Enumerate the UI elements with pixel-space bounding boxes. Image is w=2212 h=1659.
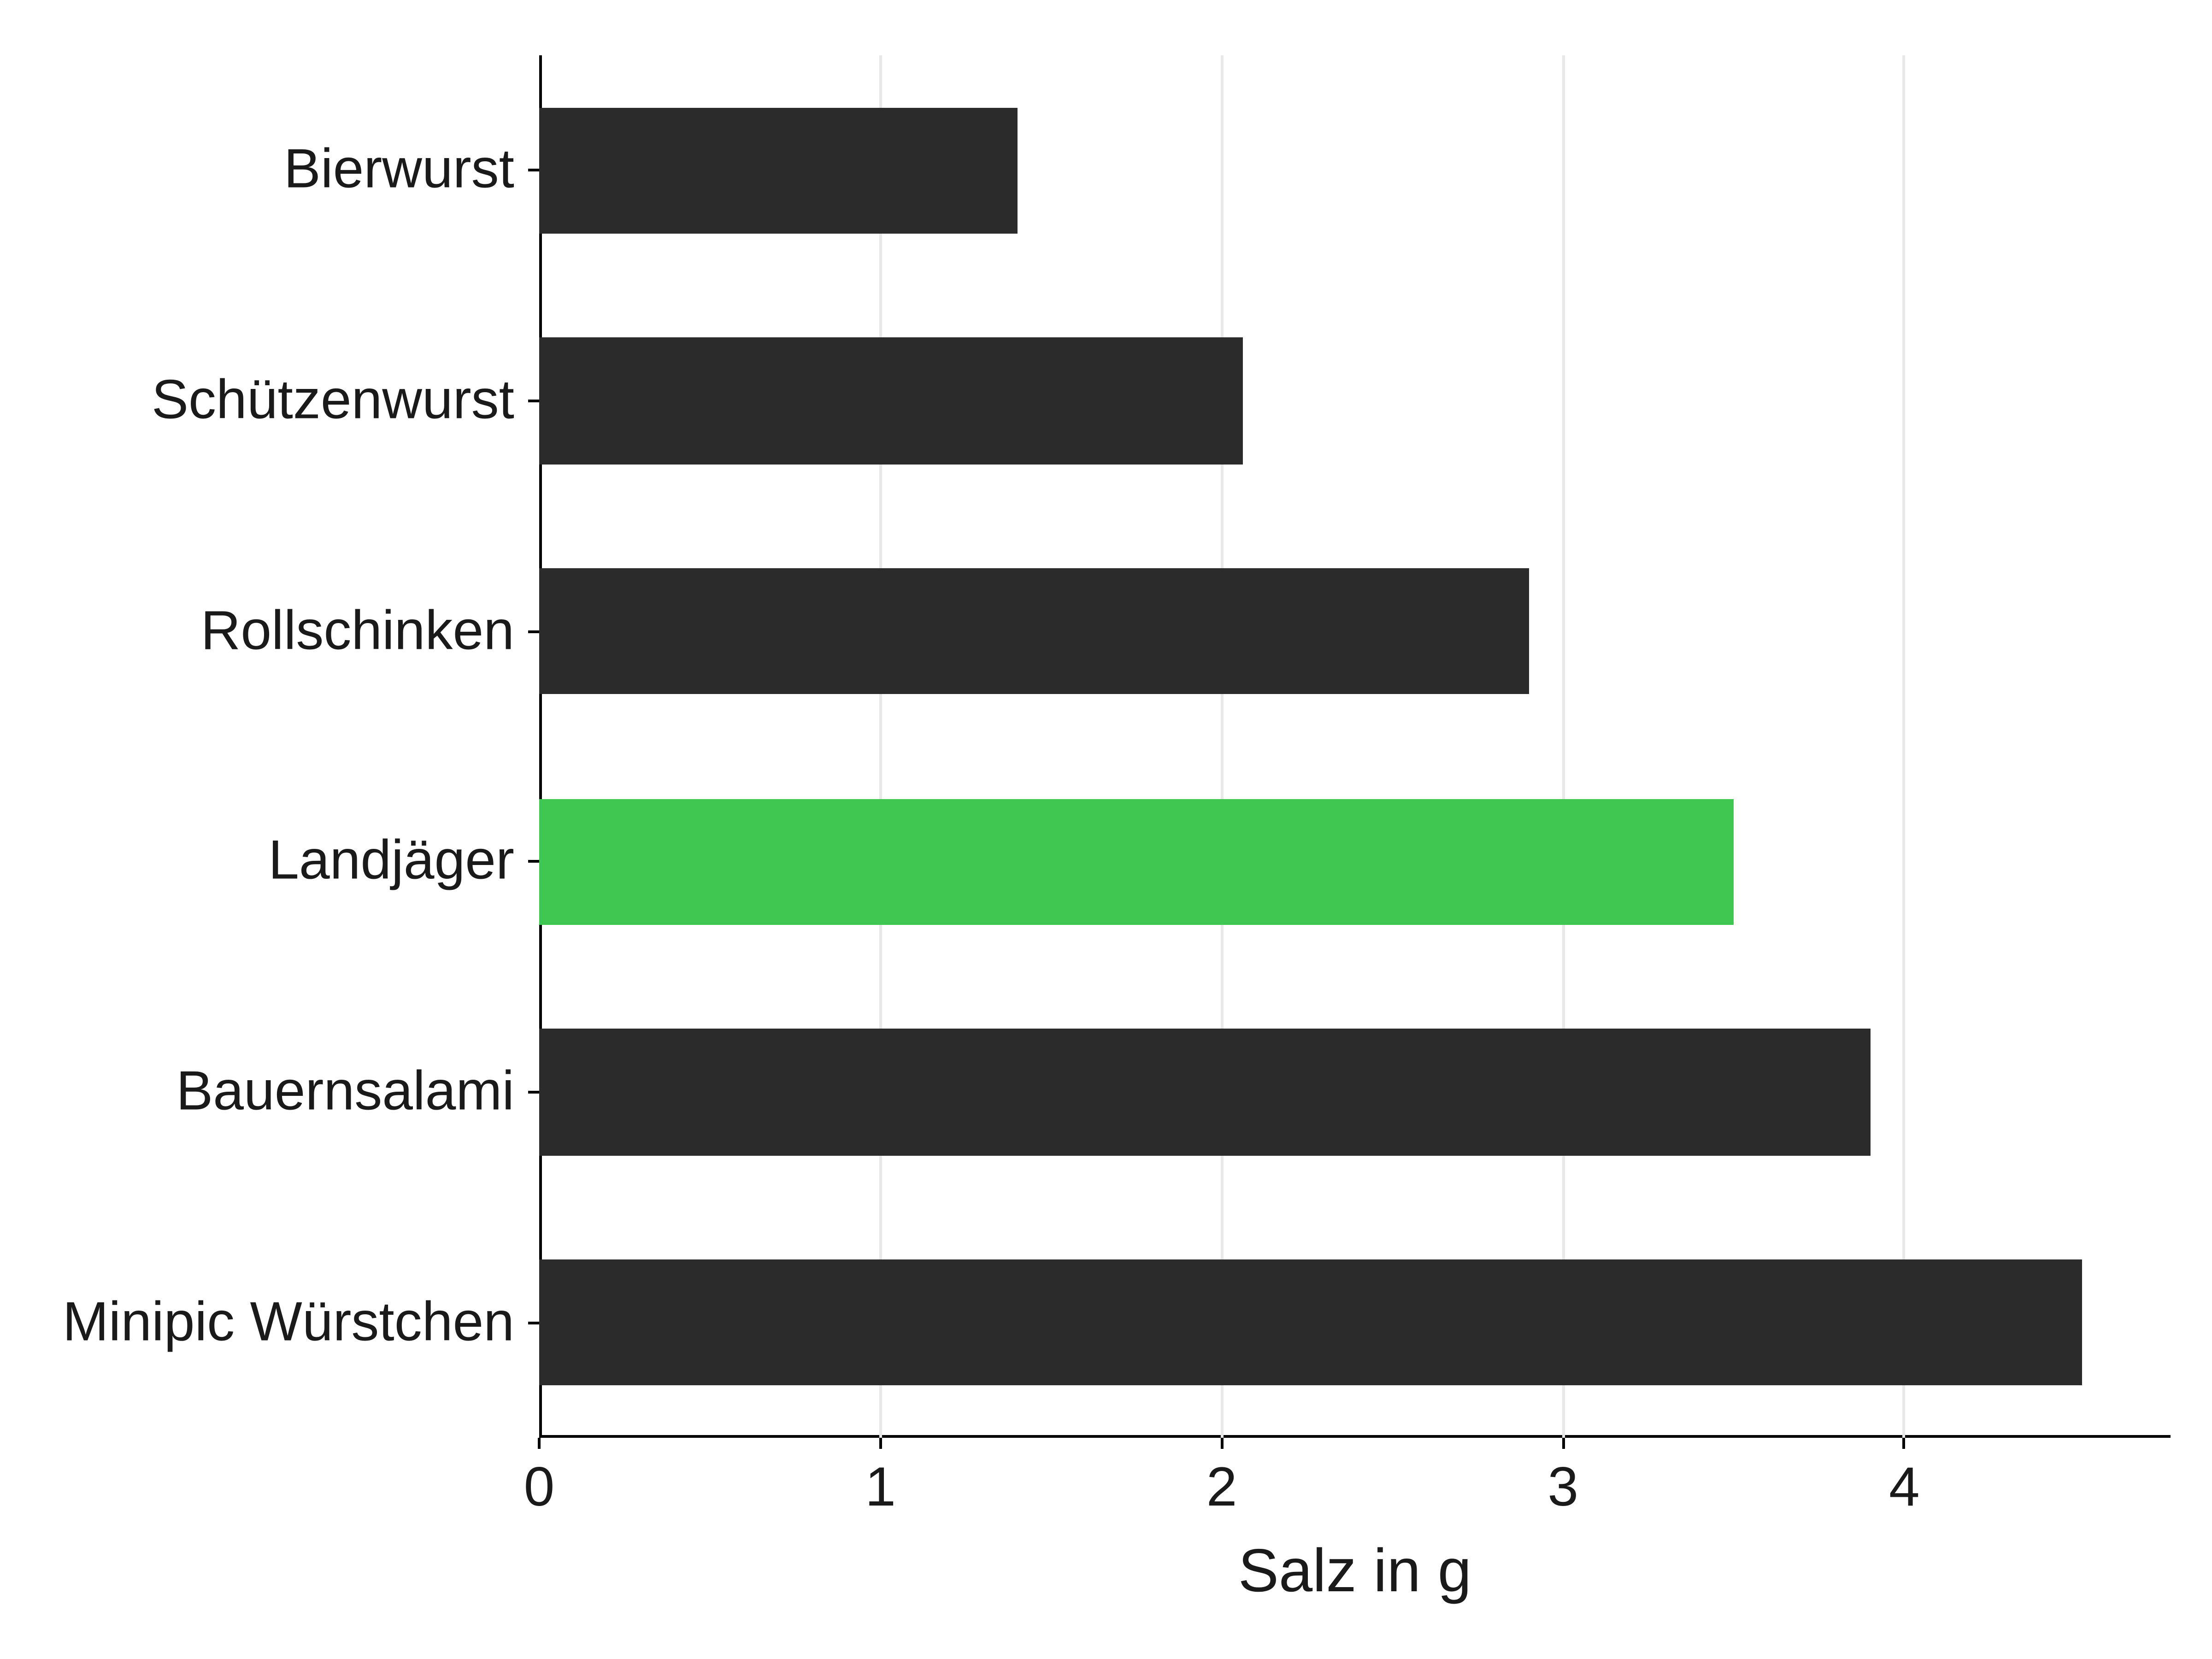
y-tick-label: Landjäger <box>268 830 514 893</box>
y-axis-line <box>539 55 542 1438</box>
x-tick-mark <box>1220 1438 1223 1449</box>
salt-bar-chart: Salz in g 0 1 2 3 4 Bierwurst Schützenwurst Rol… <box>0 0 2212 1659</box>
x-tick-label: 2 <box>1206 1457 1237 1519</box>
x-tick-mark <box>538 1438 541 1449</box>
y-tick-label: Rollschinken <box>201 600 514 662</box>
x-tick-mark <box>879 1438 882 1449</box>
bar-bierwurst <box>539 107 1017 234</box>
x-axis-label: Salz in g <box>1238 1537 1471 1606</box>
bar-rollschinken <box>539 568 1529 694</box>
bar-landjäger <box>539 799 1734 925</box>
y-tick-mark <box>528 169 539 172</box>
gridline <box>1903 55 1906 1438</box>
y-tick-label: Schützenwurst <box>152 370 514 432</box>
y-tick-mark <box>528 630 539 633</box>
bar-minipic-würstchen <box>539 1259 2082 1386</box>
y-tick-mark <box>528 400 539 402</box>
x-tick-label: 3 <box>1547 1457 1578 1519</box>
gridline <box>879 55 882 1438</box>
x-tick-mark <box>1903 1438 1906 1449</box>
x-tick-label: 4 <box>1889 1457 1920 1519</box>
bar-schützenwurst <box>539 337 1242 464</box>
y-tick-label: Bauernsalami <box>176 1061 514 1124</box>
y-tick-mark <box>528 1321 539 1324</box>
plot-area <box>539 55 2171 1438</box>
y-tick-mark <box>528 860 539 863</box>
x-tick-label: 0 <box>524 1457 555 1519</box>
x-axis-line <box>539 1435 2171 1438</box>
gridline <box>1220 55 1223 1438</box>
y-tick-mark <box>528 1091 539 1094</box>
x-tick-label: 1 <box>865 1457 896 1519</box>
y-tick-label: Minipic Würstchen <box>63 1291 514 1353</box>
x-tick-mark <box>1562 1438 1565 1449</box>
y-tick-label: Bierwurst <box>284 139 514 201</box>
bar-bauernsalami <box>539 1029 1870 1155</box>
gridline <box>1562 55 1565 1438</box>
